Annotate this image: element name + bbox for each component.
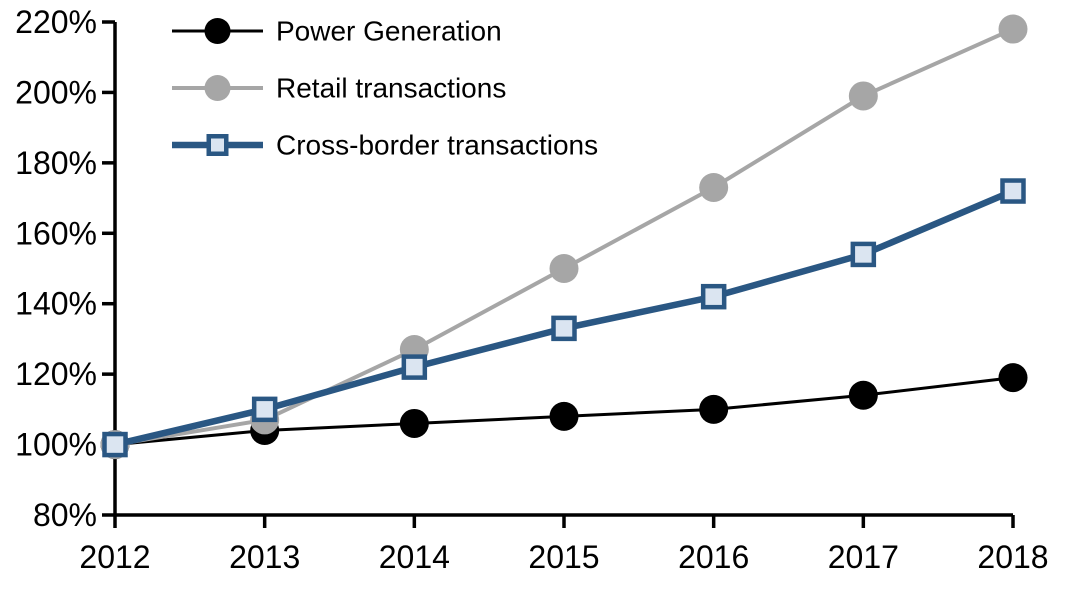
x-axis-ticks: 2012 2013 2014 2015 2016 2017 2018 [79,515,1049,575]
data-point-marker [251,396,278,423]
x-tick-label: 2014 [379,539,450,575]
legend-square-marker-icon [206,134,229,156]
y-tick-label: 180% [15,145,97,181]
series-cross-border-transactions [102,178,1026,458]
x-tick-label: 2013 [229,539,300,575]
x-tick-label: 2016 [678,539,749,575]
data-point-marker [848,81,878,111]
y-axis-ticks: 80% 100% 120% 140% 160% 180% 200% 220% [15,4,115,533]
legend-circle-marker-icon [204,18,231,44]
data-point-marker [699,173,729,203]
x-tick-label: 2018 [977,539,1048,575]
data-point-marker [998,363,1028,393]
legend-item: Power Generation [172,16,502,47]
y-tick-label: 120% [15,356,97,392]
data-point-marker [700,283,727,310]
data-point-marker [102,431,128,458]
data-point-marker [850,241,877,268]
data-point-marker [1000,178,1026,204]
y-tick-label: 220% [15,4,97,40]
y-tick-label: 80% [33,497,97,533]
data-point-marker [549,401,579,431]
legend-item: Cross-border transactions [172,130,598,161]
data-point-marker [399,408,429,438]
chart-legend: Power Generation Retail transactions Cross… [172,16,598,161]
legend-label: Cross-border transactions [276,130,598,161]
legend-circle-marker-icon [204,75,231,101]
data-point-marker [401,354,428,380]
x-tick-label: 2012 [79,539,150,575]
data-point-marker [551,315,577,342]
legend-label: Retail transactions [276,73,506,104]
data-point-marker [848,380,878,410]
data-point-marker [699,394,729,424]
y-tick-label: 200% [15,74,97,110]
y-tick-label: 160% [15,215,97,251]
data-point-marker [549,254,579,283]
y-tick-label: 140% [15,286,97,322]
x-tick-label: 2017 [828,539,899,575]
x-tick-label: 2015 [528,539,599,575]
legend-label: Power Generation [276,16,502,47]
legend-item: Retail transactions [172,73,506,104]
data-point-marker [998,14,1028,44]
y-tick-label: 100% [15,427,97,463]
